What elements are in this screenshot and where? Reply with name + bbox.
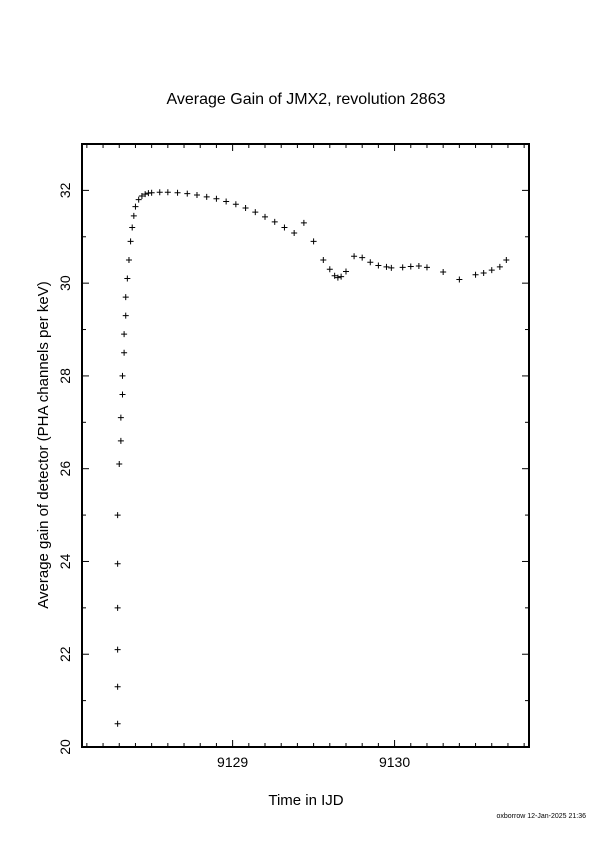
data-point bbox=[125, 256, 132, 263]
data-point bbox=[399, 264, 406, 271]
data-point bbox=[116, 461, 123, 468]
data-point bbox=[114, 683, 121, 690]
data-point bbox=[213, 195, 220, 202]
data-point bbox=[338, 273, 345, 280]
data-point bbox=[223, 198, 230, 205]
data-point bbox=[130, 212, 137, 219]
data-point bbox=[480, 269, 487, 276]
data-point bbox=[415, 262, 422, 269]
data-point bbox=[262, 213, 269, 220]
data-point bbox=[291, 230, 298, 237]
data-point bbox=[472, 271, 479, 278]
data-point bbox=[440, 269, 447, 276]
data-point bbox=[164, 189, 171, 196]
data-point bbox=[271, 218, 278, 225]
data-point bbox=[117, 437, 124, 444]
data-point bbox=[456, 276, 463, 283]
data-point bbox=[281, 224, 288, 231]
y-tick-label: 28 bbox=[57, 368, 73, 384]
y-tick-label: 20 bbox=[57, 739, 73, 755]
data-point bbox=[383, 263, 390, 270]
data-point bbox=[142, 191, 149, 198]
data-point bbox=[121, 331, 128, 338]
data-point bbox=[334, 274, 341, 281]
data-point bbox=[359, 254, 366, 261]
data-point bbox=[388, 264, 395, 271]
data-point bbox=[129, 224, 136, 231]
data-point bbox=[242, 205, 249, 212]
data-point bbox=[252, 209, 259, 216]
y-axis-label: Average gain of detector (PHA channels p… bbox=[35, 281, 52, 608]
data-point bbox=[193, 192, 200, 199]
axis-ticks bbox=[82, 143, 529, 748]
data-point bbox=[331, 272, 338, 279]
x-tick-label: 9129 bbox=[217, 754, 248, 770]
data-point bbox=[148, 189, 155, 196]
y-tick-label: 30 bbox=[57, 275, 73, 291]
footer-stamp: oxborrow 12-Jan-2025 21:36 bbox=[496, 813, 586, 820]
data-point bbox=[203, 193, 210, 200]
x-axis-label: Time in IJD bbox=[268, 792, 343, 809]
data-point bbox=[156, 189, 163, 196]
data-point bbox=[342, 268, 349, 275]
data-point bbox=[124, 275, 131, 282]
data-point bbox=[122, 312, 129, 319]
data-point bbox=[114, 604, 121, 611]
data-point bbox=[375, 262, 382, 269]
x-tick-label: 9130 bbox=[379, 754, 410, 770]
data-point bbox=[117, 414, 124, 421]
data-points bbox=[114, 189, 510, 727]
chart-title: Average Gain of JMX2, revolution 2863 bbox=[167, 91, 446, 108]
data-point bbox=[127, 238, 134, 245]
data-point bbox=[423, 264, 430, 271]
data-point bbox=[122, 294, 129, 301]
data-point bbox=[326, 266, 333, 273]
data-point bbox=[496, 263, 503, 270]
y-tick-label: 22 bbox=[57, 646, 73, 662]
data-point bbox=[184, 190, 191, 197]
data-point bbox=[310, 238, 317, 245]
axis-tick-labels: 20 22 24 26 28 30 32 9129 9130 bbox=[57, 182, 410, 770]
y-tick-label: 24 bbox=[57, 553, 73, 569]
data-point bbox=[114, 512, 121, 519]
y-tick-label: 26 bbox=[57, 461, 73, 477]
data-point bbox=[300, 219, 307, 226]
data-point bbox=[488, 267, 495, 274]
data-point bbox=[367, 259, 374, 266]
data-point bbox=[407, 263, 414, 270]
plot-frame bbox=[81, 143, 530, 748]
data-point bbox=[174, 189, 181, 196]
data-point bbox=[121, 349, 128, 356]
data-point bbox=[114, 560, 121, 567]
data-point bbox=[135, 196, 142, 203]
data-point bbox=[351, 253, 358, 260]
data-point bbox=[114, 646, 121, 653]
data-point bbox=[132, 203, 139, 210]
data-point bbox=[119, 372, 126, 379]
data-point bbox=[232, 201, 239, 208]
data-point bbox=[320, 256, 327, 263]
data-point bbox=[503, 256, 510, 263]
data-point bbox=[119, 391, 126, 398]
data-point bbox=[114, 720, 121, 727]
y-tick-label: 32 bbox=[57, 182, 73, 198]
data-point bbox=[138, 192, 145, 199]
